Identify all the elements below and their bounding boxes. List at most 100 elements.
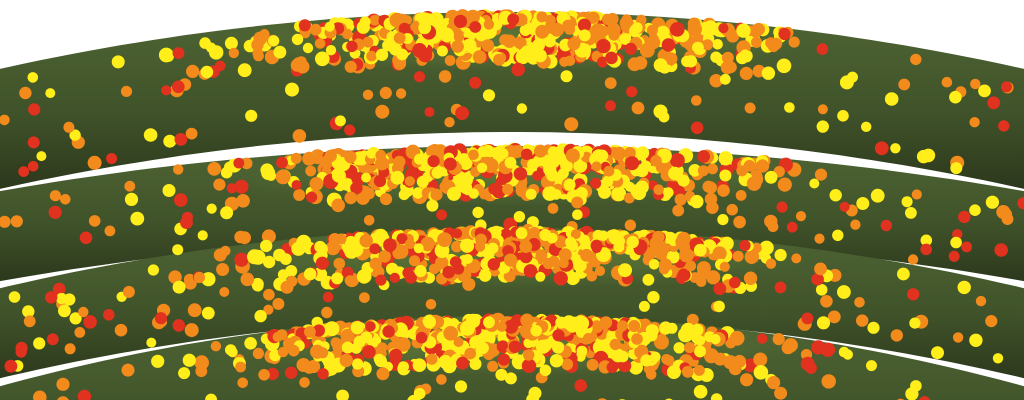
confetti-dot bbox=[186, 64, 200, 78]
confetti-dot bbox=[527, 158, 539, 171]
confetti-dot bbox=[687, 21, 702, 37]
confetti-dot bbox=[678, 327, 693, 343]
confetti-dot bbox=[814, 262, 827, 276]
confetti-dot bbox=[382, 325, 395, 338]
confetti-dot bbox=[151, 354, 165, 368]
confetti-dot bbox=[631, 22, 643, 34]
confetti-dot bbox=[425, 299, 437, 310]
confetti-dot bbox=[688, 164, 702, 177]
confetti-dot bbox=[45, 88, 56, 99]
confetti-dot bbox=[291, 180, 302, 190]
confetti-dot bbox=[210, 341, 222, 352]
confetti-dot bbox=[784, 102, 795, 113]
confetti-dot bbox=[717, 184, 730, 197]
confetti-dot bbox=[901, 196, 913, 208]
confetti-dot bbox=[618, 263, 632, 278]
confetti-dot bbox=[262, 255, 276, 269]
confetti-dot bbox=[726, 29, 740, 43]
confetti-dot bbox=[677, 174, 690, 187]
confetti-dot bbox=[661, 38, 676, 52]
confetti-dot bbox=[756, 159, 770, 173]
confetti-dot bbox=[263, 304, 274, 315]
confetti-dot bbox=[453, 14, 468, 28]
confetti-dot bbox=[346, 40, 358, 52]
confetti-dot bbox=[552, 329, 565, 342]
confetti-dot bbox=[910, 380, 922, 392]
confetti-dot bbox=[390, 170, 405, 185]
confetti-dot bbox=[594, 265, 606, 277]
confetti-dot bbox=[612, 148, 626, 161]
confetti-dot bbox=[206, 203, 217, 214]
confetti-dot bbox=[970, 78, 981, 90]
confetti-dot bbox=[344, 235, 358, 249]
confetti-dot bbox=[331, 198, 346, 213]
confetti-dot bbox=[580, 248, 593, 262]
confetti-dot bbox=[22, 305, 35, 318]
confetti-dot bbox=[251, 280, 264, 292]
confetti-dot bbox=[362, 36, 374, 48]
confetti-dot bbox=[911, 189, 922, 200]
confetti-dot bbox=[645, 369, 657, 380]
confetti-dot bbox=[458, 172, 472, 187]
confetti-dot bbox=[690, 121, 704, 135]
confetti-dot bbox=[462, 277, 476, 291]
confetti-dot bbox=[909, 317, 921, 329]
confetti-dot bbox=[296, 358, 311, 372]
confetti-dot bbox=[481, 39, 495, 52]
confetti-dot bbox=[174, 133, 188, 146]
confetti-dot bbox=[574, 315, 590, 331]
confetti-dot bbox=[534, 144, 547, 158]
confetti-dot bbox=[674, 193, 687, 206]
confetti-dot bbox=[816, 316, 831, 330]
confetti-dot bbox=[578, 29, 591, 42]
confetti-dot bbox=[631, 333, 643, 345]
confetti-dot bbox=[291, 33, 304, 46]
confetti-dot bbox=[519, 250, 533, 264]
confetti-dot bbox=[350, 181, 363, 195]
confetti-dot bbox=[220, 245, 231, 256]
confetti-dot bbox=[931, 346, 944, 360]
confetti-dot bbox=[528, 386, 542, 400]
confetti-dot bbox=[344, 150, 357, 164]
confetti-dot bbox=[398, 361, 409, 373]
confetti-dot bbox=[520, 313, 534, 327]
confetti-dot bbox=[504, 156, 517, 169]
confetti-dot bbox=[958, 210, 971, 224]
confetti-dot bbox=[544, 36, 556, 48]
confetti-dot bbox=[663, 187, 674, 198]
confetti-dot bbox=[314, 38, 326, 49]
confetti-dot bbox=[280, 280, 294, 294]
confetti-dot bbox=[233, 157, 245, 169]
confetti-dot bbox=[340, 328, 355, 344]
confetti-dot bbox=[495, 368, 508, 381]
confetti-dot bbox=[645, 329, 658, 342]
confetti-dot bbox=[535, 24, 550, 39]
confetti-dot bbox=[183, 273, 196, 286]
confetti-dot bbox=[453, 31, 465, 43]
confetti-dot bbox=[638, 300, 650, 312]
confetti-dot bbox=[306, 191, 318, 203]
confetti-dot bbox=[285, 82, 299, 97]
confetti-dot bbox=[373, 175, 387, 188]
confetti-dot bbox=[753, 365, 769, 380]
confetti-dot bbox=[277, 346, 289, 358]
confetti-dot bbox=[624, 219, 637, 231]
confetti-dot bbox=[532, 170, 543, 181]
confetti-dot bbox=[336, 389, 349, 400]
confetti-dot bbox=[245, 109, 258, 122]
confetti-dot bbox=[201, 272, 216, 287]
confetti-dot bbox=[315, 51, 330, 67]
confetti-dot bbox=[237, 63, 252, 78]
confetti-dot bbox=[550, 22, 565, 37]
confetti-dot bbox=[521, 148, 533, 160]
confetti-dot bbox=[4, 359, 18, 373]
confetti-dot bbox=[668, 166, 682, 181]
confetti-dot bbox=[130, 211, 145, 226]
confetti-dot bbox=[27, 136, 40, 149]
confetti-dot bbox=[643, 247, 656, 260]
confetti-dot bbox=[28, 103, 41, 116]
confetti-dot bbox=[172, 47, 185, 59]
confetti-dot bbox=[609, 338, 622, 351]
confetti-dot bbox=[451, 240, 463, 253]
confetti-dot bbox=[646, 24, 658, 36]
